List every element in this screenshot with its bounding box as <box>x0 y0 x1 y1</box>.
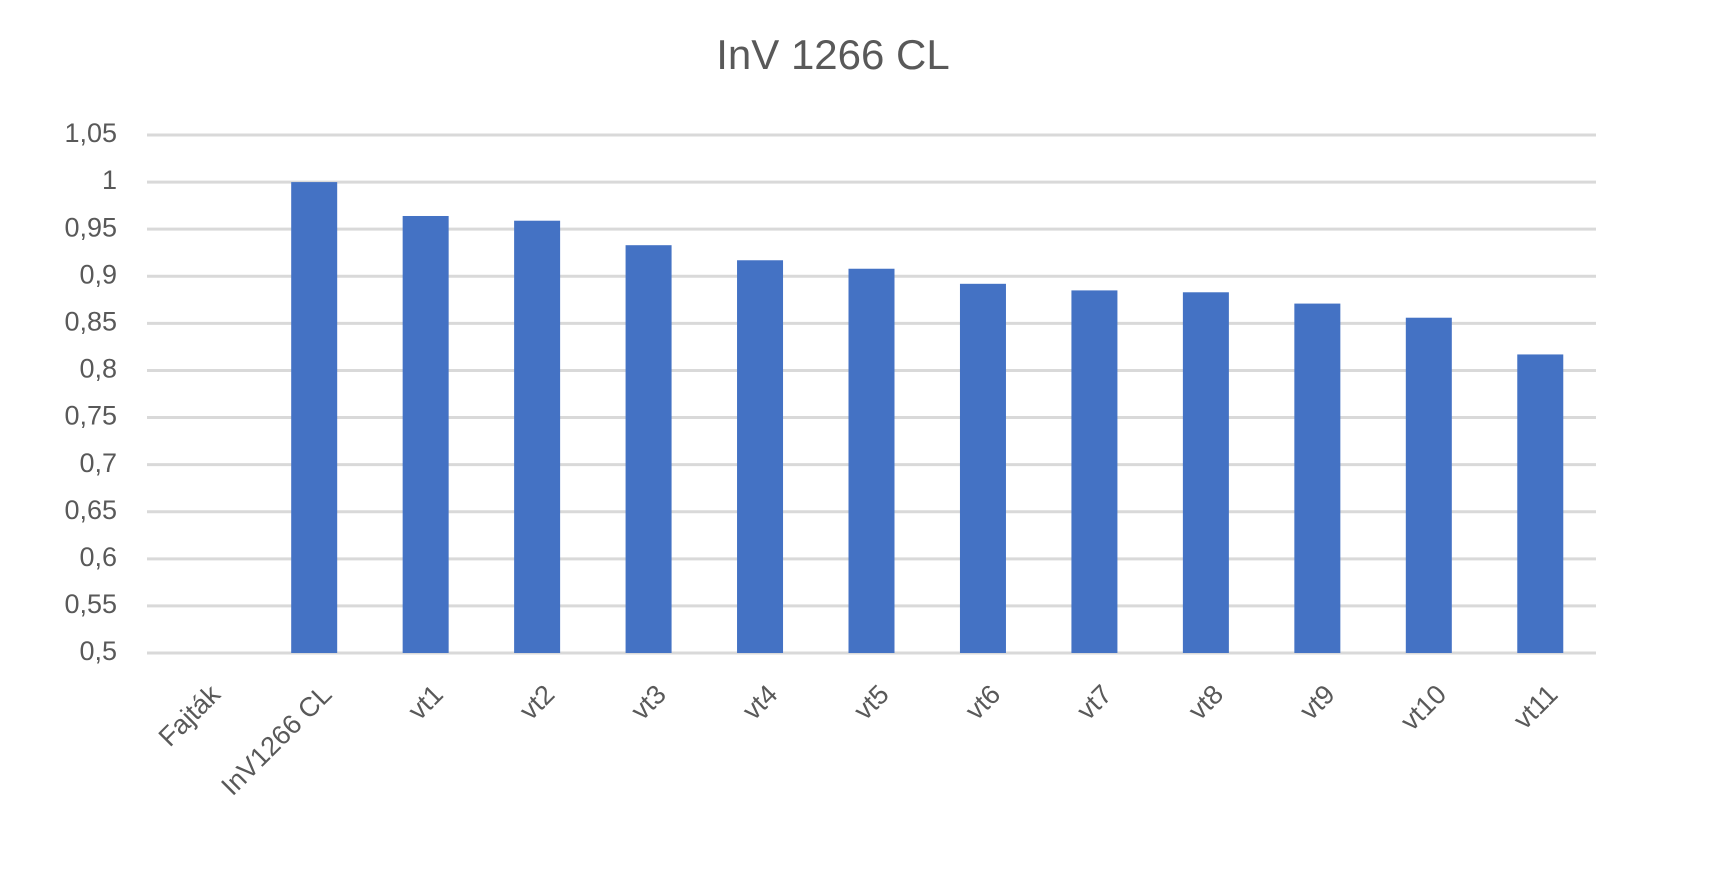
y-tick-label: 0,9 <box>79 259 117 289</box>
y-tick-label: 0,8 <box>79 354 117 384</box>
bar <box>1517 354 1564 653</box>
y-tick-label: 0,55 <box>64 589 117 619</box>
y-tick-label: 0,5 <box>79 636 117 666</box>
y-tick-label: 0,6 <box>79 542 117 572</box>
y-tick-label: 1,05 <box>64 118 117 148</box>
bar <box>737 260 784 653</box>
x-tick-label: vt2 <box>514 679 561 726</box>
y-tick-label: 0,95 <box>64 212 117 242</box>
x-tick-label: vt8 <box>1182 679 1229 726</box>
x-tick-label: vt10 <box>1395 679 1452 736</box>
y-tick-label: 1 <box>102 165 117 195</box>
bar <box>1071 290 1118 653</box>
chart-title: InV 1266 CL <box>716 31 950 78</box>
x-tick-label: vt4 <box>737 679 784 726</box>
bar <box>625 245 672 653</box>
y-tick-label: 0,75 <box>64 401 117 431</box>
x-tick-label: vt11 <box>1508 679 1564 735</box>
x-tick-label: InV1266 CL <box>215 679 337 801</box>
x-tick-label: vt5 <box>848 679 895 726</box>
y-tick-label: 0,65 <box>64 495 117 525</box>
bar <box>848 268 895 653</box>
bar <box>291 182 338 653</box>
bar <box>959 283 1006 653</box>
x-tick-label: Fajták <box>153 679 227 753</box>
x-tick-label: vt3 <box>625 679 672 726</box>
x-tick-label: vt6 <box>960 679 1007 726</box>
bar <box>1182 292 1229 653</box>
bar <box>1294 303 1341 653</box>
x-tick-label: vt9 <box>1294 679 1341 726</box>
x-tick-label: vt1 <box>402 679 449 726</box>
bar <box>1405 317 1452 653</box>
x-tick-label: vt7 <box>1071 679 1118 726</box>
y-tick-label: 0,7 <box>79 448 117 478</box>
y-tick-label: 0,85 <box>64 306 117 336</box>
bar <box>402 215 449 653</box>
bar <box>514 220 561 654</box>
